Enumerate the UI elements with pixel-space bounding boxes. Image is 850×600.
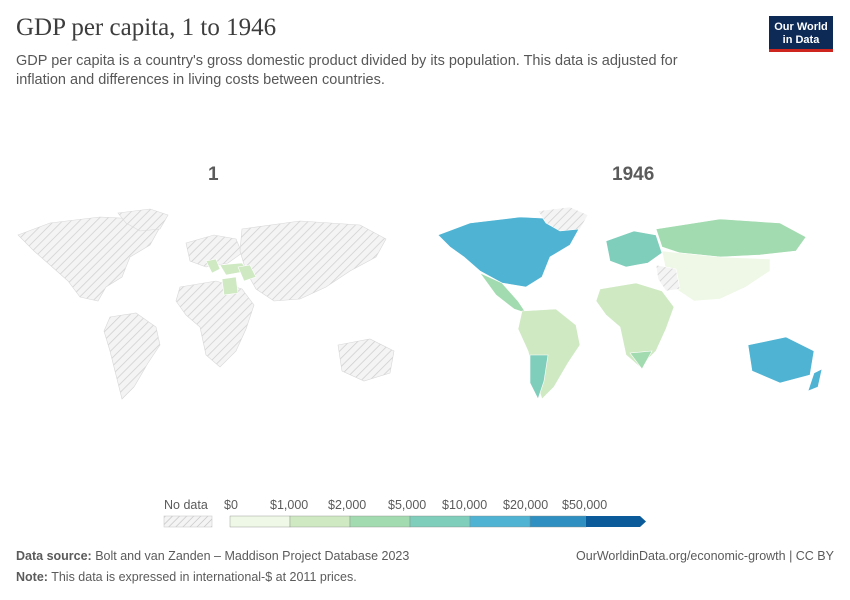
- footer-url[interactable]: OurWorldinData.org/economic-growth | CC …: [576, 549, 834, 563]
- logo-line-2: in Data: [782, 34, 820, 46]
- legend-bin-1000: $1,000: [270, 498, 309, 512]
- map-year-label-1: 1: [208, 164, 219, 185]
- legend-bin-swatch-1: [289, 515, 351, 528]
- legend-bin-swatch-6: [586, 516, 646, 527]
- logo-line-1: Our World: [774, 21, 828, 33]
- world-map-year-1: [17, 208, 395, 400]
- egypt-region: [221, 276, 239, 296]
- note-label: Note:: [16, 570, 48, 584]
- legend-bin-swatch-2: [349, 515, 411, 528]
- legend: No data $0 $1,000 $2,000 $5,000 $10,000 …: [160, 498, 660, 538]
- near-east-region: [237, 264, 257, 282]
- south-africa-region: [629, 350, 653, 370]
- south-america-region: [103, 312, 161, 400]
- australia-region: [337, 338, 395, 382]
- legend-bin-0: $0: [224, 498, 238, 512]
- note-text: This data is expressed in international-…: [51, 570, 357, 584]
- legend-no-data-label: No data: [164, 498, 208, 512]
- owid-logo[interactable]: Our World in Data: [769, 16, 833, 52]
- world-map-year-1946: [437, 206, 823, 400]
- chart-title: GDP per capita, 1 to 1946: [16, 14, 277, 41]
- chart-subtitle: GDP per capita is a country's gross dome…: [16, 53, 678, 88]
- russia-region: [655, 218, 807, 258]
- legend-color-bins: [229, 515, 646, 528]
- argentina-region: [529, 354, 549, 400]
- source-text[interactable]: Bolt and van Zanden – Maddison Project D…: [95, 549, 410, 563]
- south-america-region: [517, 308, 581, 400]
- italy-region: [205, 258, 221, 274]
- europe-region: [605, 230, 663, 268]
- north-america-region: [17, 216, 161, 302]
- greenland-region: [537, 206, 589, 232]
- europe-region: [185, 234, 243, 268]
- legend-bin-swatch-4: [469, 515, 531, 528]
- legend-no-data-swatch: [163, 515, 213, 528]
- new-zealand-region: [807, 368, 823, 392]
- legend-bin-swatch-5: [529, 515, 587, 528]
- australia-region: [747, 336, 815, 384]
- legend-bin-swatch-3: [409, 515, 471, 528]
- legend-bin-swatch-0: [229, 515, 291, 528]
- map-year-label-1946: 1946: [612, 164, 655, 185]
- source-label: Data source:: [16, 549, 92, 563]
- footer-source: Data source: Bolt and van Zanden – Maddi…: [16, 549, 409, 563]
- legend-swatches: [163, 515, 646, 528]
- africa-region: [175, 280, 255, 368]
- asia-region: [239, 220, 387, 302]
- greenland-region: [117, 208, 169, 232]
- legend-bin-2000: $2,000: [328, 498, 367, 512]
- canada-usa-region: [437, 216, 581, 288]
- asia-region: [661, 250, 771, 302]
- legend-bin-10000: $10,000: [442, 498, 488, 512]
- legend-bin-50000: $50,000: [562, 498, 608, 512]
- africa-region: [595, 282, 675, 368]
- footer-note: Note: This data is expressed in internat…: [16, 570, 357, 584]
- legend-bin-20000: $20,000: [503, 498, 549, 512]
- legend-bin-5000: $5,000: [388, 498, 427, 512]
- middle-east-region: [655, 264, 681, 292]
